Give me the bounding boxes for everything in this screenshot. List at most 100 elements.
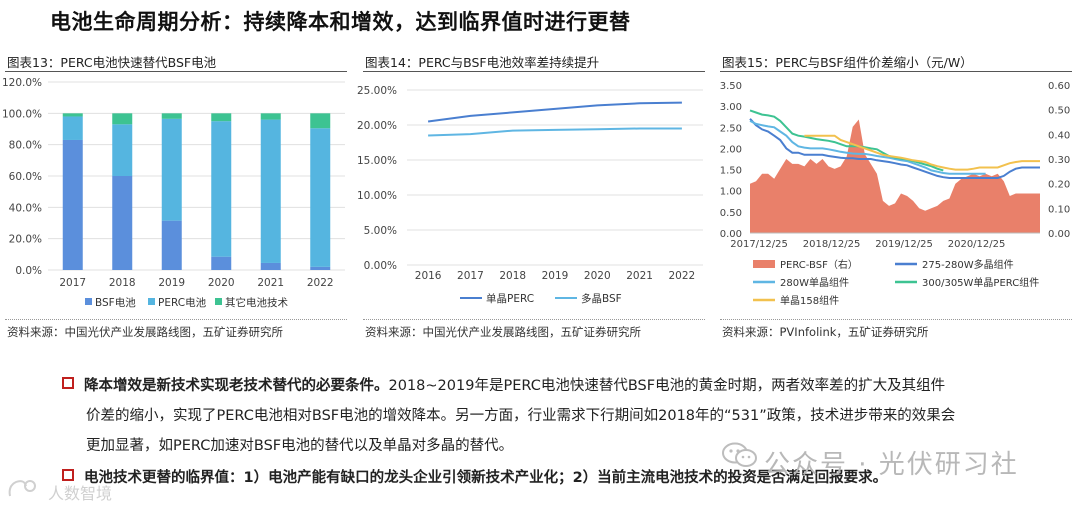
- page-title: 电池生命周期分析：持续降本和增效，达到临界值时进行更替: [50, 10, 631, 34]
- legend-swatch: [148, 298, 155, 305]
- bar-segment: [161, 220, 182, 270]
- bar-segment: [161, 118, 182, 221]
- y-left-tick-label: 2.00: [720, 144, 742, 155]
- x-tick-label: 2019/12/25: [875, 239, 933, 250]
- bar-segment: [62, 139, 83, 270]
- y-tick-label: 60.0%: [9, 171, 42, 183]
- fig14-separator: [363, 319, 705, 320]
- legend-label: 280W单晶组件: [780, 276, 849, 289]
- y-tick-label: 10.00%: [357, 190, 397, 202]
- wechat-logo-icon: [722, 442, 758, 468]
- legend-label: PERC电池: [158, 296, 207, 309]
- bar-segment: [112, 124, 133, 176]
- series-line: [749, 120, 986, 175]
- p1-line3: 更加显著，如PERC加速对BSF电池的替代以及单晶对多晶的替代。: [86, 438, 514, 454]
- x-tick-label: 2018: [109, 277, 136, 289]
- y-left-tick-label: 1.00: [720, 187, 742, 198]
- y-tick-label: 25.00%: [357, 85, 397, 97]
- fig13-separator: [5, 319, 347, 320]
- y-left-tick-label: 1.50: [720, 166, 742, 177]
- y-left-tick-label: 3.50: [720, 81, 742, 92]
- bar-segment: [161, 113, 182, 119]
- bar-segment: [62, 116, 83, 140]
- legend-label: 单晶PERC: [486, 293, 534, 305]
- bar-segment: [62, 113, 83, 117]
- y-tick-label: 0.00%: [364, 260, 397, 272]
- legend-label: 其它电池技术: [225, 296, 288, 309]
- x-tick-label: 2020: [208, 277, 235, 289]
- y-tick-label: 40.0%: [9, 202, 42, 214]
- x-tick-label: 2020: [584, 270, 611, 282]
- corner-logo-icon: [6, 476, 40, 500]
- fig15-source: 资料来源：PVInfolink，五矿证券研究所: [722, 325, 929, 339]
- legend-swatch: [85, 298, 92, 305]
- p1-line2: 价差的缩小，实现了PERC电池相对BSF电池的增效降本。另一方面，行业需求下行期…: [86, 408, 956, 424]
- p2-bold: 电池技术更替的临界值：1）电池产能有缺口的龙头企业引领新技术产业化；2）当前主流…: [84, 470, 888, 486]
- fig13-rule: [5, 71, 347, 72]
- fig14-rule: [363, 71, 705, 72]
- bar-segment: [112, 176, 133, 270]
- y-right-tick-label: 0.00: [1048, 229, 1070, 240]
- p1-bold: 降本增效是新技术实现老技术替代的必要条件。: [84, 378, 389, 394]
- fig15-separator: [720, 319, 1072, 320]
- fig13-chart: 0.0% 20.0% 40.0% 60.0% 80.0% 100.0% 120.0% 2017…: [2, 77, 345, 309]
- x-tick-label: 2022: [668, 270, 695, 282]
- x-tick-label: 2018: [499, 270, 526, 282]
- bullet-icon: [62, 377, 74, 389]
- bar-segment: [310, 113, 331, 129]
- bar-segment: [112, 113, 133, 125]
- bar-segment: [211, 256, 232, 270]
- y-right-tick-label: 0.50: [1048, 106, 1070, 117]
- legend-swatch: [215, 298, 222, 305]
- legend-swatch: [753, 260, 775, 268]
- wechat-watermark: 公众号 · 光伏研习社: [764, 450, 1019, 480]
- x-tick-label: 2021: [257, 277, 284, 289]
- bar-segment: [211, 121, 232, 257]
- legend-label: BSF电池: [95, 296, 136, 309]
- fig15-rule: [720, 71, 1072, 72]
- y-left-tick-label: 0.00: [720, 229, 742, 240]
- y-right-tick-label: 0.60: [1048, 81, 1070, 92]
- series-line: [804, 134, 1040, 171]
- y-tick-label: 80.0%: [9, 140, 42, 152]
- x-tick-label: 2017: [59, 277, 86, 289]
- x-tick-label: 2016: [415, 270, 442, 282]
- paragraph-2: 电池技术更替的临界值：1）电池产能有缺口的龙头企业引领新技术产业化；2）当前主流…: [62, 463, 1042, 493]
- x-tick-label: 2018/12/25: [803, 239, 861, 250]
- bar-segment: [260, 262, 281, 270]
- bar-segment: [310, 266, 331, 270]
- fig15-chart: 0.00 0.50 1.00 1.50 2.00 2.50 3.00 3.50 0.00 0.10…: [720, 81, 1071, 307]
- series-area: [750, 119, 1040, 233]
- y-tick-label: 0.0%: [15, 265, 42, 277]
- bullet-icon: [62, 469, 74, 481]
- y-left-tick-label: 0.50: [720, 208, 742, 219]
- paragraph-1: 降本增效是新技术实现老技术替代的必要条件。2018~2019年是PERC电池快速…: [62, 371, 1042, 461]
- p1-line1: 2018~2019年是PERC电池快速替代BSF电池的黄金时期，两者效率差的扩大…: [388, 378, 946, 394]
- x-tick-label: 2021: [626, 270, 653, 282]
- legend-label: 多晶BSF: [581, 292, 622, 305]
- x-tick-label: 2019: [542, 270, 569, 282]
- y-tick-label: 5.00%: [364, 225, 397, 237]
- y-tick-label: 20.0%: [9, 234, 42, 246]
- y-tick-label: 120.0%: [2, 77, 42, 89]
- bar-segment: [260, 113, 281, 120]
- y-tick-label: 20.00%: [357, 120, 397, 132]
- y-right-tick-label: 0.30: [1048, 155, 1070, 166]
- fig14-source: 资料来源：中国光伏产业发展路线图，五矿证券研究所: [365, 325, 641, 339]
- fig14-title: 图表14：PERC与BSF电池效率差持续提升: [365, 55, 600, 70]
- legend-label: 300/305W单晶PERC组件: [922, 276, 1039, 289]
- y-right-tick-label: 0.40: [1048, 130, 1070, 141]
- y-tick-label: 15.00%: [357, 155, 397, 167]
- x-tick-label: 2019: [158, 277, 185, 289]
- fig13-source: 资料来源：中国光伏产业发展路线图，五矿证券研究所: [7, 325, 283, 339]
- y-tick-label: 100.0%: [2, 108, 42, 120]
- series-line: [428, 127, 682, 137]
- bar-segment: [310, 128, 331, 267]
- series-line: [427, 101, 682, 123]
- x-tick-label: 2022: [307, 277, 334, 289]
- fig13-title: 图表13：PERC电池快速替代BSF电池: [7, 55, 217, 70]
- legend-label: PERC-BSF（右）: [780, 258, 858, 271]
- y-right-tick-label: 0.10: [1048, 204, 1070, 215]
- x-tick-label: 2017/12/25: [730, 239, 788, 250]
- y-right-tick-label: 0.20: [1048, 180, 1070, 191]
